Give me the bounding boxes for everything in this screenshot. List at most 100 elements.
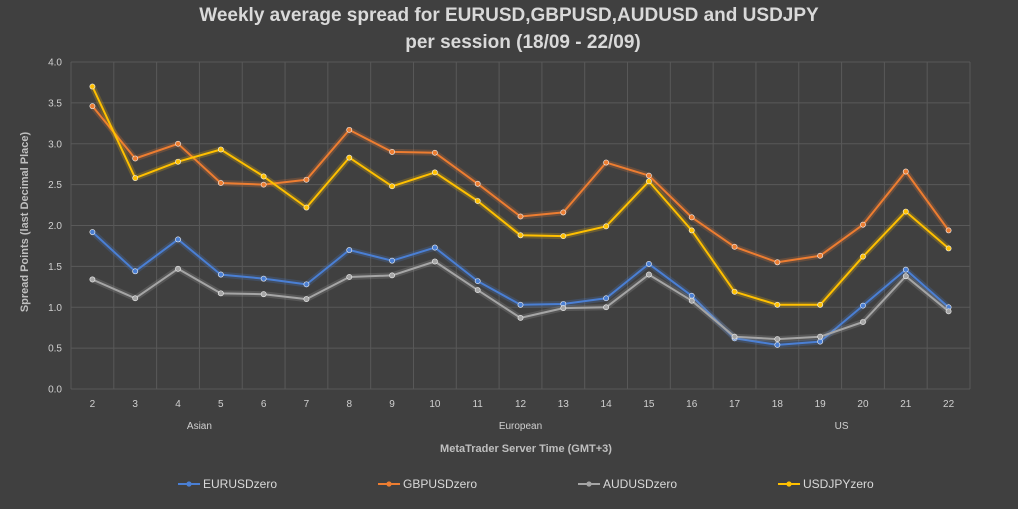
data-point <box>560 305 567 311</box>
y-tick-label: 0.0 <box>48 385 62 396</box>
data-point <box>945 308 952 315</box>
data-point <box>731 333 738 340</box>
legend-swatch-marker <box>786 481 792 487</box>
data-point <box>260 275 267 282</box>
y-tick-label: 1.0 <box>48 303 62 314</box>
data-point <box>303 296 310 302</box>
legend-swatch-marker <box>186 481 192 487</box>
legend-item-EURUSDzero: EURUSDzero <box>178 477 277 491</box>
data-point <box>817 252 824 259</box>
x-tick-label: 10 <box>429 399 441 410</box>
data-point <box>688 297 695 304</box>
data-point <box>902 266 909 273</box>
data-point <box>688 227 695 234</box>
data-point <box>474 278 481 284</box>
data-point <box>860 253 866 260</box>
legend-label: GBPUSDzero <box>403 477 477 491</box>
session-label-us: US <box>835 421 849 432</box>
x-tick-label: 19 <box>815 399 827 410</box>
x-tick-label: 9 <box>389 399 395 410</box>
x-tick-label: 2 <box>90 399 96 410</box>
data-point <box>175 236 181 243</box>
data-point <box>817 333 824 340</box>
data-point <box>132 175 139 181</box>
chart-title: Weekly average spread for EURUSD,GBPUSD,… <box>199 5 819 26</box>
session-label-asian: Asian <box>187 421 212 432</box>
data-point <box>817 301 824 308</box>
data-point <box>132 295 139 302</box>
data-point <box>389 183 395 190</box>
data-point <box>431 169 438 176</box>
data-point <box>132 155 139 162</box>
x-tick-label: 4 <box>175 399 181 410</box>
y-tick-label: 2.0 <box>48 221 62 232</box>
x-tick-label: 8 <box>346 399 352 410</box>
data-point <box>603 159 610 166</box>
data-point <box>431 258 438 265</box>
data-point <box>774 336 781 343</box>
data-point <box>517 232 524 239</box>
session-labels: Asian European US <box>187 421 849 432</box>
y-tick-label: 4.0 <box>48 58 62 69</box>
data-point <box>389 257 395 264</box>
data-point <box>431 244 438 251</box>
x-tick-label: 6 <box>261 399 267 410</box>
data-point <box>175 265 181 272</box>
x-axis-label: MetaTrader Server Time (GMT+3) <box>440 443 612 455</box>
legend: EURUSDzero GBPUSDzero AUDUSDzero USDJPYzero <box>178 477 874 491</box>
legend-label: AUDUSDzero <box>603 477 677 491</box>
data-point <box>774 341 781 348</box>
y-tick-label: 3.5 <box>48 98 62 109</box>
data-point <box>902 273 909 280</box>
legend-label: EURUSDzero <box>203 477 277 491</box>
data-point <box>945 227 952 234</box>
data-point <box>217 180 224 186</box>
y-axis-ticks: 0.0 0.5 1.0 1.5 2.0 2.5 3.0 3.5 4.0 <box>48 58 62 396</box>
legend-item-USDJPYzero: USDJPYzero <box>778 477 874 491</box>
data-point <box>474 287 481 293</box>
series-USDJPYzero <box>89 83 952 308</box>
data-point <box>260 291 267 298</box>
data-point <box>260 181 267 188</box>
data-point <box>603 304 610 311</box>
data-point <box>646 172 652 179</box>
x-tick-label: 21 <box>900 399 912 410</box>
x-tick-label: 12 <box>515 399 527 410</box>
series-GBPUSDzero <box>89 103 952 266</box>
data-point <box>132 268 139 275</box>
data-point <box>774 259 781 266</box>
y-axis-label: Spread Points (last Decimal Place) <box>19 131 31 312</box>
x-tick-label: 14 <box>601 399 613 410</box>
data-point <box>89 276 96 283</box>
x-tick-label: 11 <box>472 399 483 410</box>
data-point <box>303 204 310 211</box>
series-AUDUSDzero <box>89 258 952 343</box>
legend-item-GBPUSDzero: GBPUSDzero <box>378 477 477 491</box>
data-point <box>517 314 524 321</box>
x-tick-label: 22 <box>943 399 955 410</box>
data-point <box>303 281 310 288</box>
legend-label: USDJPYzero <box>803 477 874 491</box>
data-point <box>217 146 224 153</box>
data-point <box>646 261 652 267</box>
data-point <box>517 213 524 220</box>
data-point <box>175 140 181 147</box>
y-tick-label: 2.5 <box>48 180 62 191</box>
data-point <box>431 149 438 156</box>
data-point <box>902 168 909 175</box>
x-tick-label: 7 <box>304 399 310 410</box>
x-tick-label: 5 <box>218 399 224 410</box>
legend-swatch-marker <box>386 481 392 487</box>
data-point <box>346 247 353 253</box>
x-tick-label: 15 <box>643 399 655 410</box>
x-tick-label: 13 <box>558 399 570 410</box>
y-tick-label: 1.5 <box>48 262 62 273</box>
data-point <box>603 295 610 302</box>
data-point <box>474 198 481 204</box>
data-point <box>688 214 695 221</box>
data-point <box>217 271 224 278</box>
data-point <box>89 83 96 90</box>
x-tick-label: 18 <box>772 399 784 410</box>
series-EURUSDzero <box>89 229 952 348</box>
y-tick-label: 3.0 <box>48 139 62 150</box>
